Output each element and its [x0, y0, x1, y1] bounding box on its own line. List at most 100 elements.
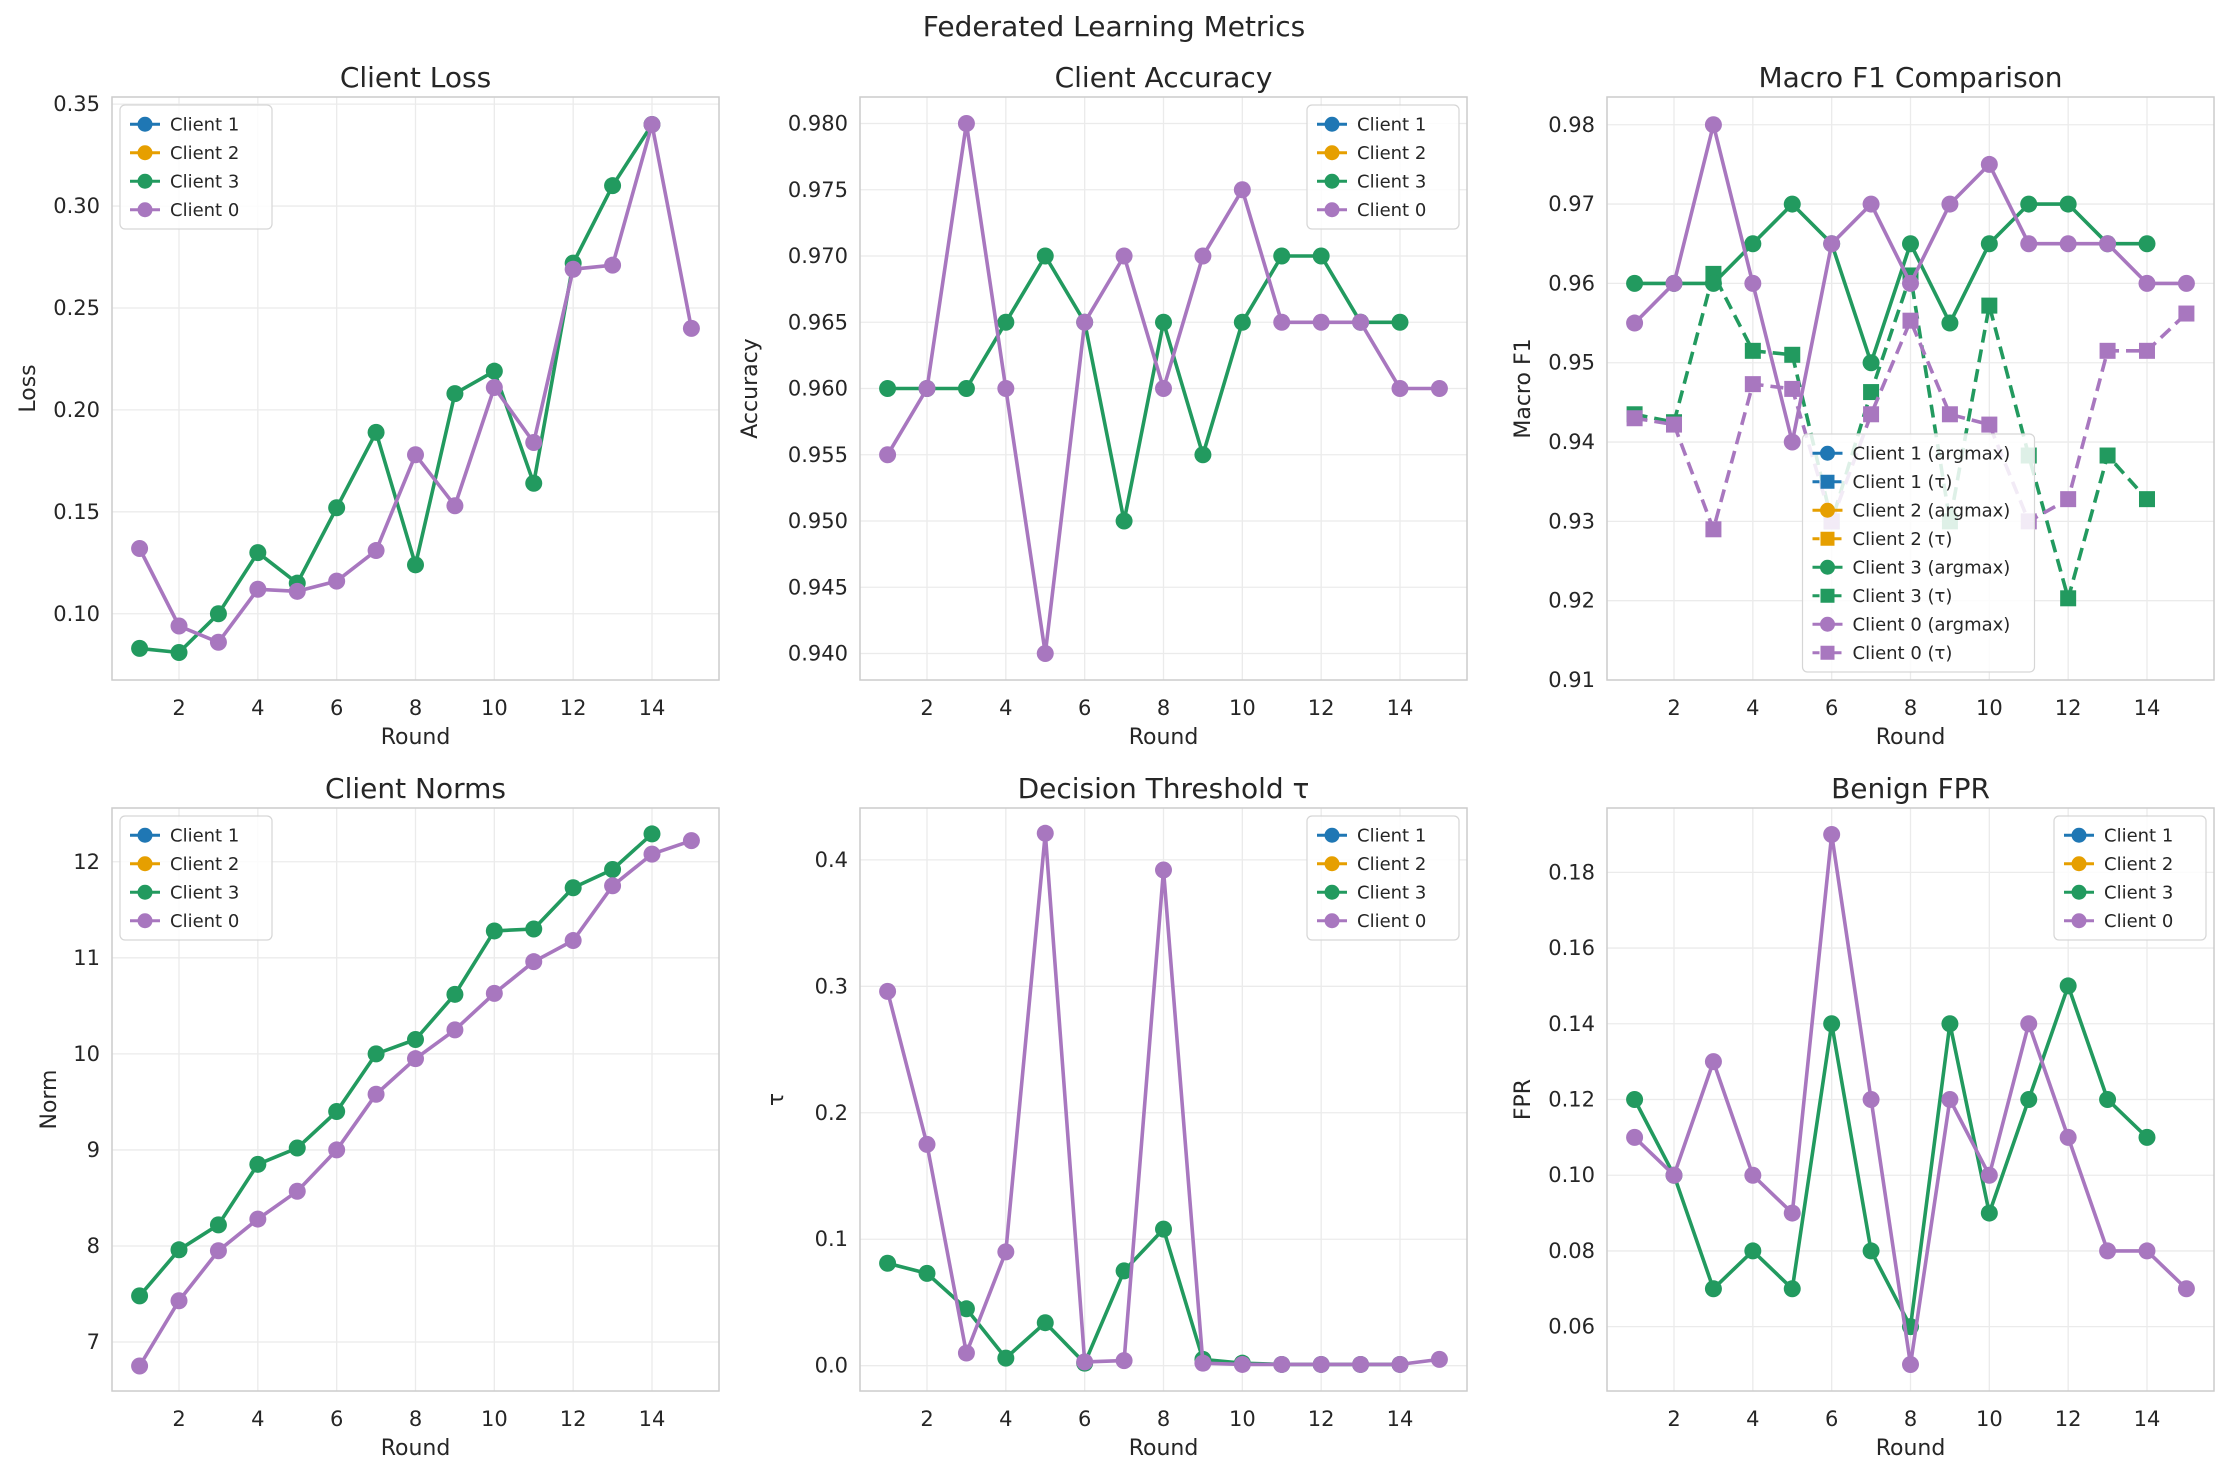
legend-entry: Client 1 — [2064, 825, 2173, 846]
data-point — [1744, 1242, 1762, 1260]
legend: Client 1 Client 2 Client 3 Client 0 — [1306, 104, 1460, 230]
legend-entry: Client 3 — [130, 171, 239, 192]
data-point — [2138, 1242, 2156, 1260]
axes-frame — [111, 96, 720, 681]
x-tick-label: 14 — [1387, 696, 1414, 720]
legend-marker — [1324, 913, 1340, 929]
data-point — [1744, 1166, 1762, 1184]
legend-marker — [1820, 474, 1835, 489]
y-tick-label: 0.08 — [1548, 1239, 1595, 1263]
legend-entry: Client 2 — [1317, 143, 1426, 164]
y-tick-label: 0.97 — [1548, 192, 1595, 216]
x-axis-label: Round — [1876, 1436, 1946, 1461]
data-point — [2020, 1091, 2038, 1108]
chart-title: Macro F1 Comparison — [1758, 61, 2062, 94]
data-point — [1036, 1314, 1054, 1332]
x-tick-label: 10 — [1976, 696, 2003, 720]
data-point — [525, 434, 543, 452]
data-point — [1430, 1350, 1448, 1368]
legend-entry: Client 3 — [130, 882, 239, 903]
data-point — [1273, 313, 1291, 331]
y-tick-label: 0.2 — [815, 1101, 848, 1125]
legend-entry: Client 3 — [2064, 882, 2173, 903]
x-tick-label: 8 — [1157, 1407, 1170, 1431]
data-point — [2138, 274, 2156, 292]
series-client-0 — [879, 824, 1448, 1373]
data-point — [1115, 1262, 1133, 1280]
x-tick-label: 12 — [560, 1407, 587, 1431]
data-point — [1273, 247, 1291, 265]
y-tick-label: 0.25 — [53, 296, 100, 320]
data-point — [1665, 1166, 1683, 1184]
legend: Client 1 Client 2 Client 3 Client 0 — [1306, 815, 1460, 941]
data-point — [2099, 235, 2117, 253]
legend-entry: Client 0 — [2064, 911, 2173, 932]
y-tick-label: 0.95 — [1548, 351, 1595, 375]
legend-marker — [1324, 145, 1340, 161]
legend-marker — [137, 913, 153, 929]
legend-marker — [2071, 827, 2087, 843]
data-point — [604, 256, 622, 274]
x-tick-label: 4 — [999, 1407, 1012, 1431]
series-client-0 — [131, 832, 700, 1375]
data-point — [485, 362, 503, 380]
data-point — [1980, 1204, 1998, 1222]
legend-marker — [1820, 531, 1835, 546]
data-point — [2138, 235, 2156, 253]
x-tick-label: 14 — [1387, 1407, 1414, 1431]
x-tick-label: 10 — [481, 696, 508, 720]
legend-label: Client 2 (argmax) — [1853, 500, 2011, 521]
data-point — [604, 877, 622, 895]
x-tick-label: 14 — [2134, 1407, 2161, 1431]
legend-entry: Client 1 (τ) — [1812, 472, 1952, 493]
legend-marker — [1324, 827, 1340, 843]
panel-3: 2 4 6 8 10 12 14 0.91 0.92 0.93 0.94 0.95 0.96 0.97 0.… — [1511, 61, 2215, 750]
x-tick-label: 6 — [1078, 1407, 1091, 1431]
y-tick-label: 0.965 — [788, 310, 848, 334]
legend-entry: Client 1 — [130, 825, 239, 846]
data-point — [997, 313, 1015, 331]
y-axis-label: Loss — [16, 364, 41, 412]
y-tick-label: 0.98 — [1548, 113, 1595, 137]
data-point — [485, 984, 503, 1002]
legend-marker — [1820, 502, 1835, 518]
data-point — [1391, 313, 1409, 331]
legend: Client 1 Client 2 Client 3 Client 0 — [2053, 815, 2207, 941]
data-point — [957, 1344, 975, 1362]
series-client-3 — [1626, 977, 2156, 1336]
x-tick-label: 12 — [2055, 696, 2082, 720]
y-tick-label: 8 — [87, 1234, 100, 1258]
y-tick-label: 0.950 — [788, 509, 848, 533]
axes-frame — [1606, 807, 2215, 1392]
data-point — [1312, 313, 1330, 331]
y-tick-label: 10 — [73, 1042, 100, 1066]
legend-entry: Client 3 (τ) — [1812, 586, 1952, 607]
legend-marker — [1820, 559, 1835, 575]
data-point — [2099, 1091, 2117, 1108]
x-tick-label: 12 — [1308, 696, 1335, 720]
data-point — [446, 385, 464, 403]
y-tick-label: 0.06 — [1548, 1315, 1595, 1339]
legend-marker — [1324, 116, 1340, 132]
legend-marker — [137, 145, 153, 161]
legend-label: Client 2 — [1357, 143, 1426, 164]
legend-label: Client 0 — [1357, 200, 1426, 221]
data-point — [1823, 1015, 1841, 1033]
data-point — [367, 1085, 385, 1103]
legend-marker — [1820, 645, 1835, 660]
y-tick-label: 0.35 — [53, 92, 100, 116]
data-point — [1705, 521, 1722, 538]
y-tick-label: 0.3 — [815, 974, 848, 998]
y-tick-label: 0.92 — [1548, 589, 1595, 613]
data-point — [918, 1264, 936, 1282]
legend-entry: Client 2 — [130, 143, 239, 164]
legend-label: Client 2 — [170, 143, 239, 164]
data-point — [1980, 1166, 1998, 1184]
data-point — [131, 1287, 149, 1305]
y-tick-label: 0.980 — [788, 112, 848, 136]
y-tick-label: 9 — [87, 1138, 100, 1162]
data-point — [328, 499, 346, 517]
series-client-0 — [1626, 826, 2195, 1373]
x-tick-label: 6 — [1825, 696, 1838, 720]
data-point — [1783, 433, 1801, 451]
